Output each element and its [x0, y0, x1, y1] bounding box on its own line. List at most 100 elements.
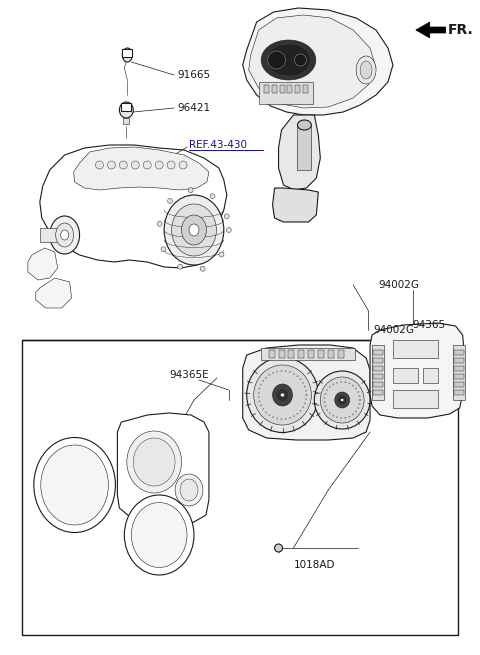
Ellipse shape — [356, 56, 376, 84]
Bar — [328, 350, 334, 358]
Ellipse shape — [341, 398, 344, 402]
Bar — [298, 125, 312, 170]
Ellipse shape — [333, 415, 334, 417]
Bar — [454, 350, 464, 355]
Ellipse shape — [267, 45, 310, 75]
Polygon shape — [243, 345, 370, 440]
Polygon shape — [36, 278, 72, 308]
Ellipse shape — [281, 370, 282, 372]
Ellipse shape — [263, 380, 264, 382]
Bar — [373, 382, 383, 387]
Ellipse shape — [358, 391, 359, 392]
Text: 94365: 94365 — [413, 320, 446, 330]
Ellipse shape — [108, 161, 115, 169]
Text: 94365E: 94365E — [169, 370, 209, 380]
Polygon shape — [249, 15, 376, 108]
Ellipse shape — [293, 415, 295, 417]
Ellipse shape — [210, 194, 215, 198]
Ellipse shape — [269, 414, 270, 416]
Ellipse shape — [355, 388, 357, 389]
Bar — [122, 49, 132, 57]
Ellipse shape — [340, 417, 342, 419]
Bar — [269, 350, 275, 358]
Ellipse shape — [258, 396, 260, 398]
Ellipse shape — [360, 400, 361, 401]
Ellipse shape — [294, 54, 306, 66]
Ellipse shape — [329, 413, 331, 414]
Ellipse shape — [345, 417, 346, 419]
Ellipse shape — [280, 393, 285, 397]
Ellipse shape — [168, 198, 173, 204]
Ellipse shape — [324, 393, 326, 394]
Ellipse shape — [143, 161, 151, 169]
Ellipse shape — [96, 161, 104, 169]
Ellipse shape — [155, 161, 163, 169]
Bar — [338, 350, 344, 358]
Ellipse shape — [300, 379, 301, 380]
Ellipse shape — [298, 120, 312, 130]
Bar — [373, 366, 383, 371]
Polygon shape — [370, 323, 464, 418]
Ellipse shape — [50, 216, 80, 254]
Polygon shape — [28, 248, 58, 280]
Ellipse shape — [34, 438, 115, 533]
Bar — [454, 358, 464, 363]
Ellipse shape — [300, 410, 301, 411]
Ellipse shape — [339, 396, 346, 404]
Polygon shape — [273, 188, 318, 222]
Bar — [373, 390, 383, 395]
Ellipse shape — [175, 474, 203, 506]
Ellipse shape — [276, 418, 278, 419]
Bar — [373, 358, 383, 363]
Ellipse shape — [324, 402, 325, 403]
Ellipse shape — [263, 408, 264, 410]
Ellipse shape — [272, 372, 274, 374]
Ellipse shape — [336, 382, 338, 384]
Ellipse shape — [358, 407, 359, 409]
Bar — [296, 85, 300, 93]
Ellipse shape — [359, 395, 360, 396]
Ellipse shape — [297, 375, 298, 377]
Ellipse shape — [167, 161, 175, 169]
Ellipse shape — [281, 419, 282, 420]
Ellipse shape — [293, 373, 295, 375]
Ellipse shape — [340, 381, 342, 383]
Bar — [303, 85, 308, 93]
Ellipse shape — [181, 215, 206, 245]
Bar — [261, 348, 355, 360]
Ellipse shape — [359, 403, 360, 405]
Ellipse shape — [289, 417, 291, 419]
Ellipse shape — [132, 161, 139, 169]
Bar — [318, 350, 324, 358]
Bar — [373, 350, 383, 355]
Ellipse shape — [329, 386, 331, 388]
Bar — [279, 85, 285, 93]
Ellipse shape — [352, 384, 354, 386]
Polygon shape — [40, 145, 227, 268]
Ellipse shape — [348, 416, 350, 417]
Ellipse shape — [189, 224, 199, 236]
Ellipse shape — [200, 266, 205, 271]
Ellipse shape — [360, 61, 372, 79]
Ellipse shape — [302, 407, 304, 408]
Ellipse shape — [285, 418, 287, 420]
Ellipse shape — [275, 544, 283, 552]
Ellipse shape — [304, 403, 306, 404]
Ellipse shape — [258, 392, 260, 394]
Bar — [393, 368, 418, 383]
Polygon shape — [22, 340, 457, 635]
Ellipse shape — [265, 411, 267, 413]
Ellipse shape — [320, 377, 364, 423]
Ellipse shape — [348, 383, 350, 384]
Bar — [259, 82, 313, 104]
Bar — [40, 228, 65, 242]
Ellipse shape — [157, 221, 162, 227]
Bar — [453, 345, 465, 400]
Ellipse shape — [122, 48, 132, 62]
Ellipse shape — [180, 479, 198, 501]
Bar — [121, 103, 132, 111]
Ellipse shape — [336, 417, 338, 418]
Ellipse shape — [304, 386, 306, 387]
Ellipse shape — [124, 495, 194, 575]
Ellipse shape — [260, 405, 262, 406]
